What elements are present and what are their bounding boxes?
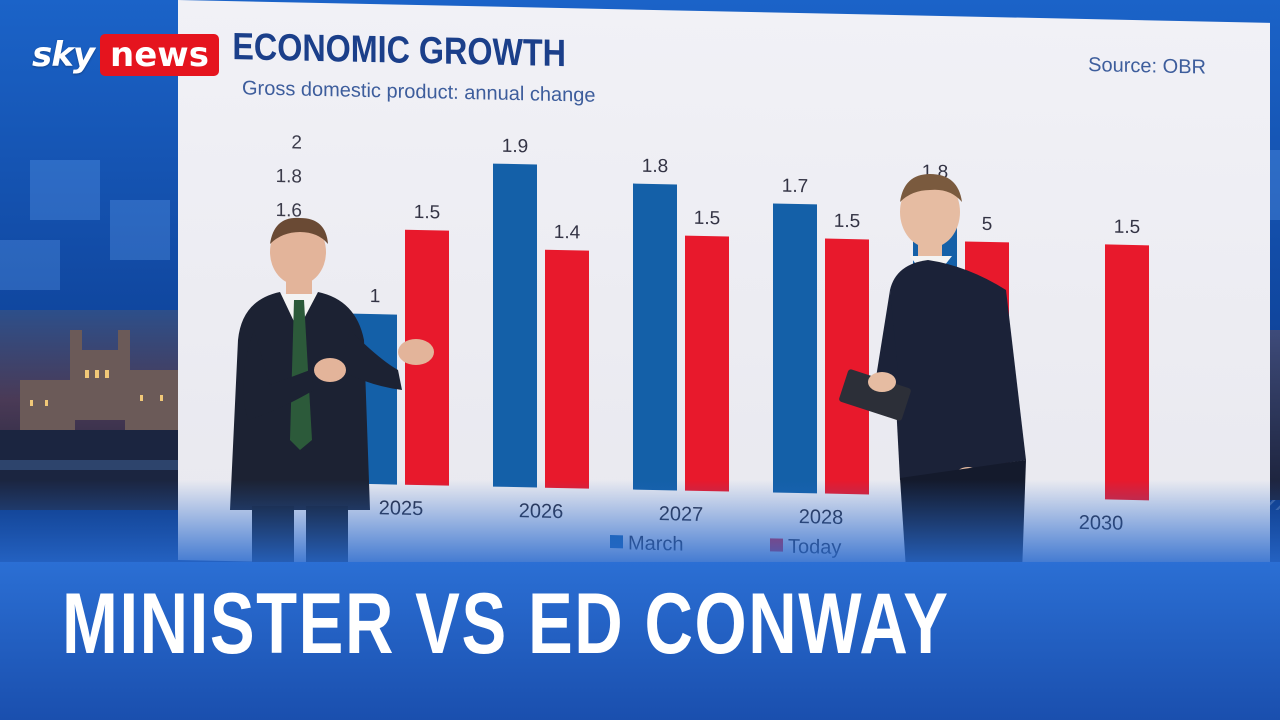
value-label-today-2027: 1.5 [694,208,720,230]
y-tick-label: 1.8 [276,166,302,188]
y-tick-label: 1.6 [276,200,302,222]
logo-sky-text: sky [32,35,95,75]
value-label-today-2028: 1.5 [834,211,860,233]
chart-title: ECONOMIC GROWTH [232,26,566,75]
lower-third-bar [0,562,1280,720]
bar-today-2030 [1105,244,1149,501]
westminster-image [0,310,200,510]
backdrop-tile [30,160,100,220]
value-label-today-2026: 1.4 [554,222,581,244]
chart-source: Source: OBR [1088,54,1206,78]
bar-today-2027 [685,235,729,492]
bar-march-2026 [493,163,537,488]
value-label-march-2027: 1.8 [642,156,668,178]
value-label-march-2028: 1.7 [782,176,808,198]
logo-news-badge: news [100,34,219,76]
sky-news-logo: sky news [32,34,219,76]
backdrop-tile [110,200,170,260]
bar-today-2026 [545,249,589,489]
bar-today-2028 [825,238,869,495]
value-label-today-2029: 5 [982,214,993,235]
lower-third-fade [0,480,1280,562]
value-label-march-2025: 1 [370,286,381,307]
bar-march-2027 [633,183,677,491]
y-tick-label: 2 [291,132,302,153]
chart-subtitle: Gross domestic product: annual change [242,77,596,106]
y-axis: 2 1.8 1.6 [276,132,302,222]
backdrop-tile [0,240,60,290]
headline-caption: MINISTER VS ED CONWAY [62,576,950,672]
value-label-march-2026: 1.9 [502,136,528,158]
value-label-today-2025: 1.5 [414,202,440,224]
value-label-today-2030: 1.5 [1114,217,1140,239]
bar-march-2028 [773,203,817,494]
